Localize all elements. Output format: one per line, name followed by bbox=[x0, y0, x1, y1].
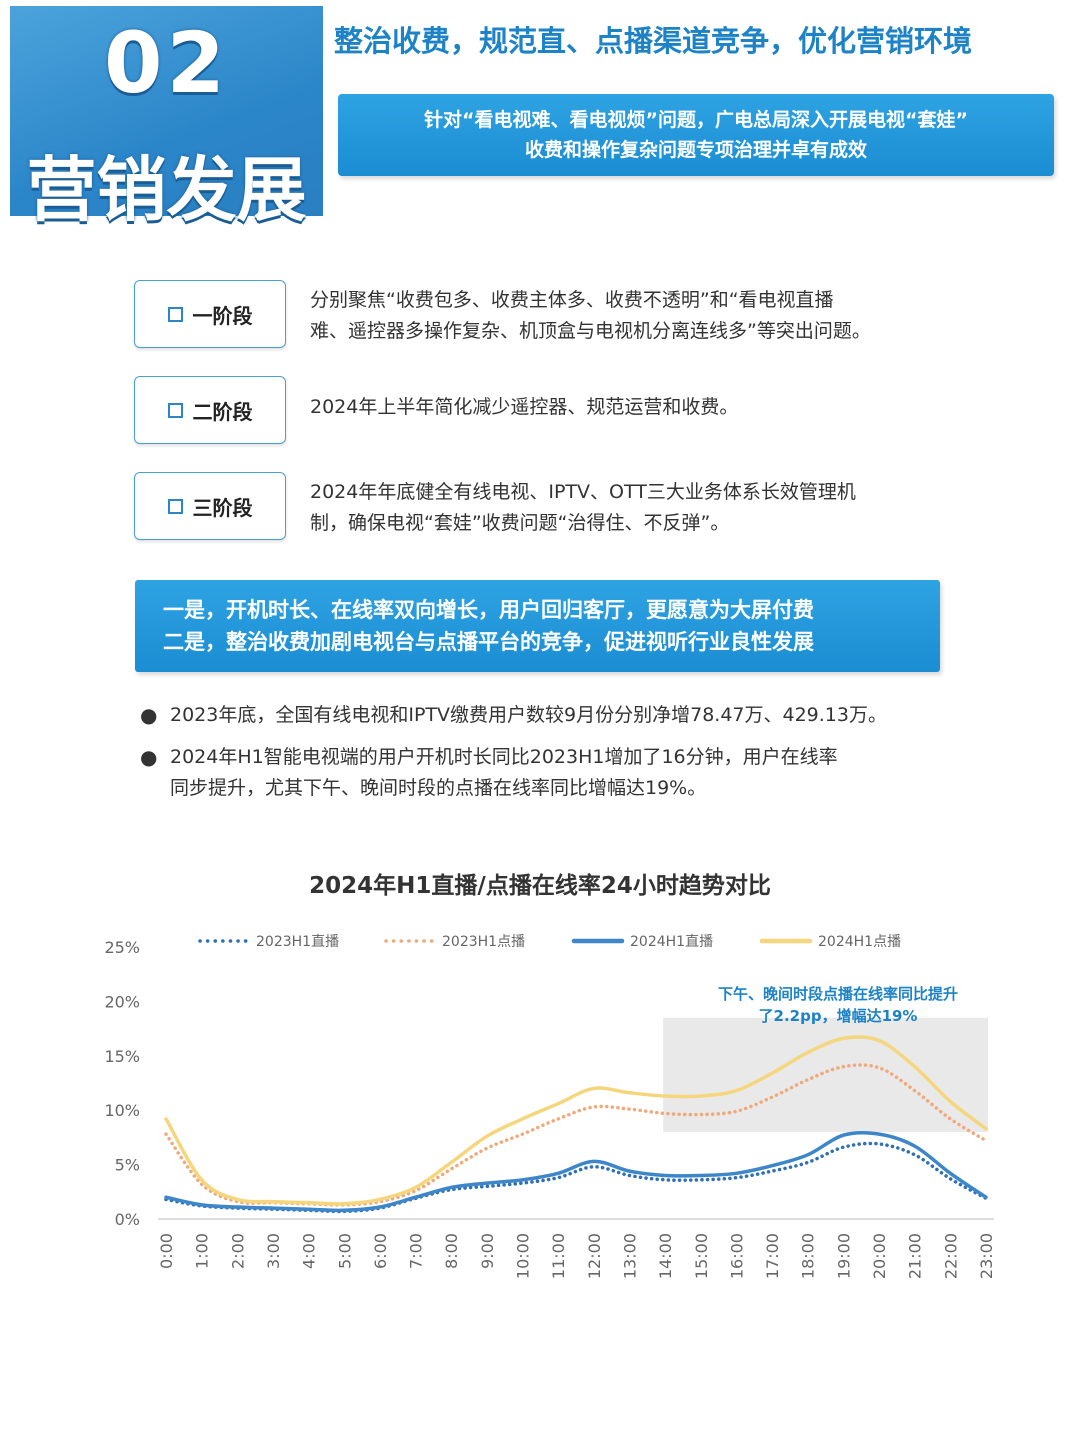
x-tick-label: 2:00 bbox=[228, 1233, 247, 1269]
list-item: ● 2024年H1智能电视端的用户开机时长同比2023H1增加了16分钟，用户在… bbox=[140, 742, 960, 804]
x-tick-label: 4:00 bbox=[300, 1233, 319, 1269]
stage-3-box: 三阶段 bbox=[134, 472, 286, 540]
y-tick-label: 20% bbox=[104, 992, 140, 1011]
x-tick-label: 5:00 bbox=[335, 1233, 354, 1269]
x-tick-label: 21:00 bbox=[906, 1233, 925, 1279]
y-tick-label: 15% bbox=[104, 1047, 140, 1066]
x-tick-label: 10:00 bbox=[514, 1233, 533, 1279]
chart-title: 2024年H1直播/点播在线率24小时趋势对比 bbox=[309, 873, 771, 899]
x-tick-label: 17:00 bbox=[763, 1233, 782, 1279]
x-tick-label: 6:00 bbox=[371, 1233, 390, 1269]
conclusion-line-2: 二是，整治收费加剧电视台与点播平台的竞争，促进视听行业良性发展 bbox=[163, 630, 814, 654]
checkbox-icon bbox=[167, 498, 183, 514]
stage-1-desc-line-2: 难、遥控器多操作复杂、机顶盒与电视机分离连线多”等突出问题。 bbox=[310, 320, 871, 342]
x-tick-label: 1:00 bbox=[193, 1233, 212, 1269]
x-tick-label: 22:00 bbox=[941, 1233, 960, 1279]
y-tick-label: 25% bbox=[104, 938, 140, 957]
stage-1-label: 一阶段 bbox=[192, 303, 253, 328]
x-tick-label: 11:00 bbox=[549, 1233, 568, 1279]
bullet-2-line-2: 同步提升，尤其下午、晚间时段的点播在线率同比增幅达19%。 bbox=[170, 777, 707, 799]
x-tick-label: 0:00 bbox=[157, 1233, 176, 1269]
stage-3-desc-line-2: 制，确保电视“套娃”收费问题“治得住、不反弹”。 bbox=[310, 512, 730, 534]
series-line-2024H1点播 bbox=[164, 1035, 988, 1206]
annotation-line-2: 了2.2pp，增幅达19% bbox=[759, 1007, 918, 1025]
x-tick-label: 9:00 bbox=[478, 1233, 497, 1269]
section-title: 营销发展 bbox=[26, 149, 307, 231]
conclusion-line-1: 一是，开机时长、在线率双向增长，用户回归客厅，更愿意为大屏付费 bbox=[163, 598, 814, 622]
stage-3-label: 三阶段 bbox=[192, 495, 253, 520]
x-tick-label: 18:00 bbox=[799, 1233, 818, 1279]
legend-label: 2024H1点播 bbox=[818, 934, 901, 950]
x-tick-label: 16:00 bbox=[727, 1233, 746, 1279]
x-tick-label: 14:00 bbox=[656, 1233, 675, 1279]
y-tick-label: 0% bbox=[115, 1210, 140, 1229]
annotation-line-1: 下午、晚间时段点播在线率同比提升 bbox=[718, 985, 958, 1003]
banner-line-1: 针对“看电视难、看电视烦”问题，广电总局深入开展电视“套娃” bbox=[424, 109, 968, 131]
conclusion-banner: 一是，开机时长、在线率双向增长，用户回归客厅，更愿意为大屏付费 二是，整治收费加… bbox=[135, 580, 940, 672]
section-number: 02 bbox=[104, 14, 229, 112]
y-tick-label: 5% bbox=[115, 1156, 140, 1175]
legend-label: 2024H1直播 bbox=[630, 933, 713, 950]
stage-1-box: 一阶段 bbox=[134, 280, 286, 348]
stage-2-label: 二阶段 bbox=[192, 399, 253, 424]
stage-3-desc-line-1: 2024年年底健全有线电视、IPTV、OTT三大业务体系长效管理机 bbox=[310, 481, 856, 503]
series-line-2024H1直播 bbox=[164, 1130, 988, 1213]
section-header-box: 02 营销发展 bbox=[10, 6, 323, 231]
stage-2-desc: 2024年上半年简化减少遥控器、规范运营和收费。 bbox=[310, 392, 960, 423]
stage-1-desc: 分别聚焦“收费包多、收费主体多、收费不透明”和“看电视直播 难、遥控器多操作复杂… bbox=[310, 285, 960, 347]
x-tick-label: 3:00 bbox=[264, 1233, 283, 1269]
x-tick-label: 23:00 bbox=[977, 1233, 996, 1279]
page-title: 整治收费，规范直、点播渠道竞争，优化营销环境 bbox=[334, 24, 973, 58]
x-tick-label: 20:00 bbox=[870, 1233, 889, 1279]
banner-line-2: 收费和操作复杂问题专项治理并卓有成效 bbox=[524, 139, 867, 161]
stage-1-desc-line-1: 分别聚焦“收费包多、收费主体多、收费不透明”和“看电视直播 bbox=[310, 289, 834, 311]
y-tick-label: 10% bbox=[104, 1101, 140, 1120]
x-tick-label: 8:00 bbox=[442, 1233, 461, 1269]
bullet-2-line-1: 2024年H1智能电视端的用户开机时长同比2023H1增加了16分钟，用户在线率 bbox=[170, 746, 838, 768]
checkbox-icon bbox=[167, 306, 183, 322]
bullet-list: ● 2023年底，全国有线电视和IPTV缴费用户数较9月份分别净增78.47万、… bbox=[140, 700, 960, 815]
checkbox-icon bbox=[167, 402, 183, 418]
line-chart: 0% 5% 10% 15% 20% 25% 0:00 1:00 2:00 3:00 4:00 5:00… bbox=[104, 933, 996, 1279]
bullet-icon: ● bbox=[140, 703, 158, 727]
stage-2-box: 二阶段 bbox=[134, 376, 286, 444]
stage-2-desc-line-1: 2024年上半年简化减少遥控器、规范运营和收费。 bbox=[310, 396, 739, 418]
x-tick-label: 19:00 bbox=[834, 1233, 853, 1279]
x-tick-label: 13:00 bbox=[620, 1233, 639, 1279]
legend-label: 2023H1点播 bbox=[442, 934, 525, 950]
legend-label: 2023H1直播 bbox=[256, 933, 339, 950]
stage-3-desc: 2024年年底健全有线电视、IPTV、OTT三大业务体系长效管理机 制，确保电视… bbox=[310, 477, 960, 539]
bullet-1-line-1: 2023年底，全国有线电视和IPTV缴费用户数较9月份分别净增78.47万、42… bbox=[170, 704, 887, 726]
list-item: ● 2023年底，全国有线电视和IPTV缴费用户数较9月份分别净增78.47万、… bbox=[140, 700, 960, 731]
x-tick-label: 15:00 bbox=[692, 1233, 711, 1279]
x-tick-label: 12:00 bbox=[585, 1233, 604, 1279]
x-tick-label: 7:00 bbox=[407, 1233, 426, 1269]
bullet-icon: ● bbox=[140, 745, 158, 769]
header-banner: 针对“看电视难、看电视烦”问题，广电总局深入开展电视“套娃” 收费和操作复杂问题… bbox=[338, 94, 1054, 176]
